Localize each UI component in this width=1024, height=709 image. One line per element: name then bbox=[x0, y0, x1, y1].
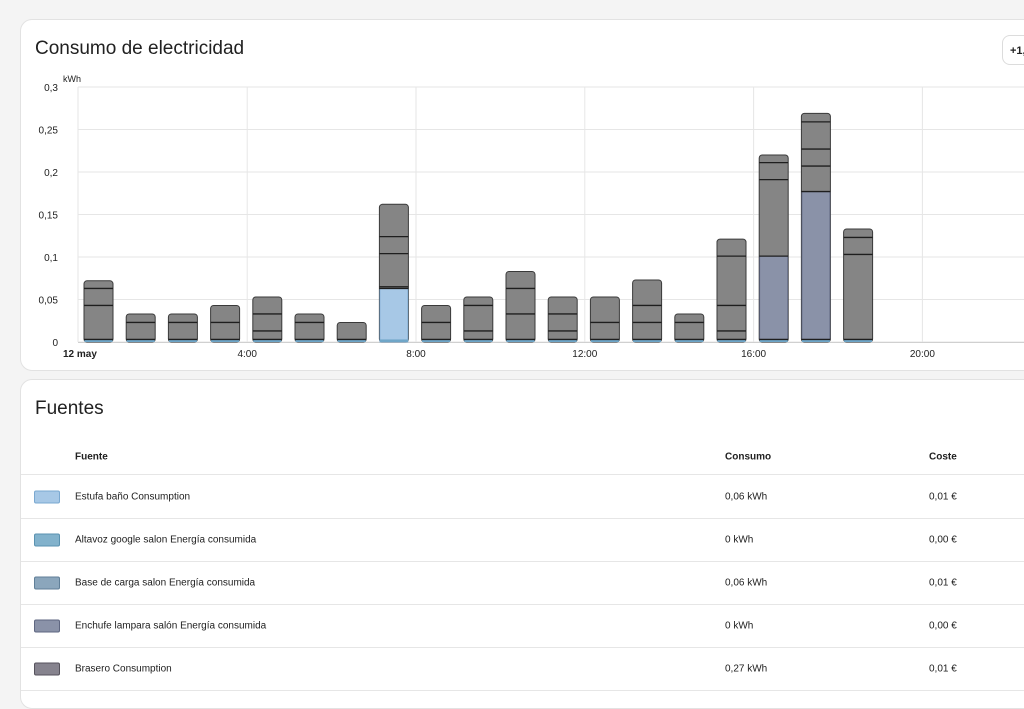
source-consumption: 0,27 kWh bbox=[725, 663, 768, 674]
source-name: Estufa baño Consumption bbox=[75, 491, 191, 502]
bar bbox=[547, 296, 578, 343]
source-cost: 0,01 € bbox=[929, 491, 957, 502]
bar bbox=[167, 313, 198, 343]
source-color-swatch bbox=[34, 619, 60, 632]
bar bbox=[463, 296, 494, 343]
source-consumption: 0 kWh bbox=[725, 534, 754, 545]
bar-base-segment bbox=[506, 339, 535, 342]
source-row[interactable]: Base de carga salon Energía consumida 0,0… bbox=[21, 561, 1024, 605]
source-consumption: 0,06 kWh bbox=[725, 577, 768, 588]
source-name: Enchufe lampara salón Energía consumida bbox=[75, 620, 267, 631]
bar-base-segment bbox=[844, 339, 873, 342]
source-color-swatch bbox=[34, 662, 60, 675]
bar-base-segment bbox=[253, 339, 282, 342]
bar bbox=[505, 270, 536, 343]
bar-base-segment bbox=[464, 339, 493, 342]
sources-table-header: Fuente Consumo Coste bbox=[21, 440, 1024, 475]
bar bbox=[421, 304, 452, 343]
x-tick-label: 20:00 bbox=[910, 349, 935, 360]
source-row[interactable]: Brasero Consumption 0,27 kWh 0,01 € bbox=[21, 647, 1024, 691]
y-tick-label: 0,2 bbox=[44, 168, 58, 179]
bar-base-segment bbox=[801, 339, 830, 342]
source-cost: 0,01 € bbox=[929, 577, 957, 588]
source-row[interactable]: Altavoz google salon Energía consumida 0 … bbox=[21, 518, 1024, 562]
source-name: Brasero Consumption bbox=[75, 663, 172, 674]
source-color-swatch bbox=[34, 533, 60, 546]
bar-base-segment bbox=[168, 339, 197, 342]
bar-base-segment bbox=[337, 339, 366, 342]
y-tick-label: 0,3 bbox=[44, 83, 58, 94]
consumption-bar-chart[interactable]: 0 0,05 0,1 0,15 0,2 0,25 0,3 kWh 12 may 4:00 8:00 1… bbox=[21, 20, 1024, 370]
source-name: Base de carga salon Energía consumida bbox=[75, 577, 256, 588]
period-compare-button[interactable]: +1, bbox=[1002, 35, 1024, 65]
source-color-swatch bbox=[34, 490, 60, 503]
y-tick-label: 0 bbox=[52, 338, 58, 349]
y-tick-label: 0,25 bbox=[39, 126, 59, 137]
bar bbox=[589, 296, 620, 343]
y-tick-label: 0,1 bbox=[44, 253, 58, 264]
bar-base-segment bbox=[759, 339, 788, 342]
bar-base-segment bbox=[422, 339, 451, 342]
x-tick-label: 16:00 bbox=[741, 349, 766, 360]
x-tick-label: 12 may bbox=[63, 349, 97, 360]
bar bbox=[674, 313, 705, 343]
bar bbox=[716, 238, 747, 343]
x-tick-label: 8:00 bbox=[406, 349, 426, 360]
bar-series-segment bbox=[759, 255, 789, 340]
x-tick-label: 12:00 bbox=[572, 349, 597, 360]
bar-base-segment bbox=[211, 339, 240, 342]
bar-base-segment bbox=[675, 339, 704, 342]
bar-base-segment bbox=[126, 339, 155, 342]
header-consumption[interactable]: Consumo bbox=[725, 451, 772, 463]
source-cost: 0,00 € bbox=[929, 620, 957, 631]
chart-title: Consumo de electricidad bbox=[35, 38, 245, 59]
bar bbox=[83, 280, 114, 343]
sources-title: Fuentes bbox=[35, 398, 104, 419]
bar-series-segment bbox=[379, 288, 409, 343]
y-tick-label: 0,05 bbox=[39, 296, 59, 307]
source-name: Altavoz google salon Energía consumida bbox=[75, 534, 257, 545]
y-axis-unit: kWh bbox=[63, 74, 81, 84]
bar-base-segment bbox=[84, 339, 113, 342]
bar-base-segment bbox=[590, 339, 619, 342]
source-color-swatch bbox=[34, 576, 60, 589]
bar bbox=[252, 296, 283, 343]
bar-base-segment bbox=[633, 339, 662, 342]
source-cost: 0,01 € bbox=[929, 663, 957, 674]
sources-card: Fuentes Fuente Consumo Coste Estufa baño… bbox=[20, 379, 1024, 709]
bar-base-segment bbox=[548, 339, 577, 342]
source-row[interactable]: Enchufe lampara salón Energía consumida 0… bbox=[21, 604, 1024, 648]
source-cost: 0,00 € bbox=[929, 534, 957, 545]
bar bbox=[632, 279, 663, 343]
electricity-chart-card: Consumo de electricidad +1, 0 0,05 0,1 0,15… bbox=[20, 19, 1024, 371]
bar bbox=[294, 313, 325, 343]
bar-series-segment bbox=[801, 191, 831, 340]
source-consumption: 0,06 kWh bbox=[725, 491, 768, 502]
bar-base-segment bbox=[717, 339, 746, 342]
bar bbox=[210, 304, 241, 343]
header-cost[interactable]: Coste bbox=[929, 451, 957, 463]
source-consumption: 0 kWh bbox=[725, 620, 754, 631]
bar-base-segment bbox=[379, 339, 408, 342]
y-tick-label: 0,15 bbox=[39, 211, 59, 222]
bar-base-segment bbox=[295, 339, 324, 342]
bar bbox=[843, 228, 874, 343]
x-tick-label: 4:00 bbox=[237, 349, 257, 360]
source-row[interactable]: Estufa baño Consumption 0,06 kWh 0,01 € bbox=[21, 475, 1024, 519]
header-source[interactable]: Fuente bbox=[75, 451, 108, 463]
bar bbox=[125, 313, 156, 343]
